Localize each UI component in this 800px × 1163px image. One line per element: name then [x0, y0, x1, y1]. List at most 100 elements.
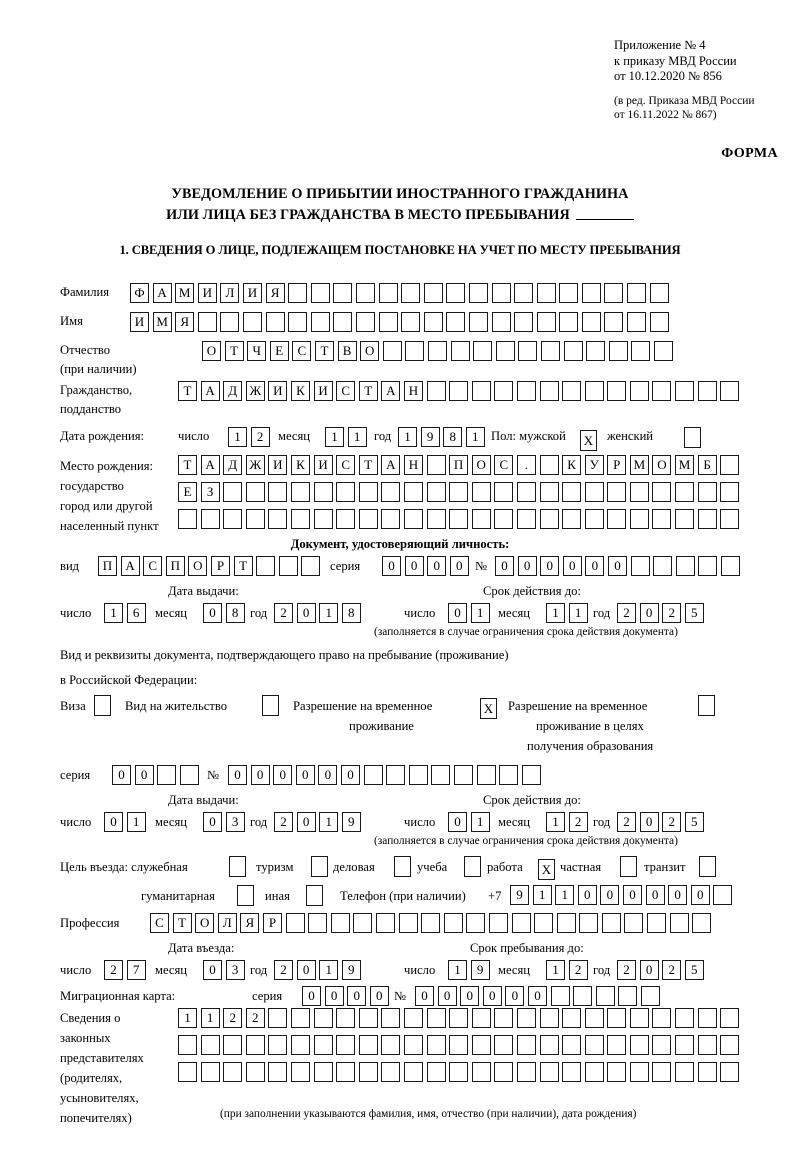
- doc-number-char-cell[interactable]: 0: [517, 556, 537, 576]
- citizenship-char-cell[interactable]: [494, 381, 514, 401]
- legal-rep-char-cell[interactable]: [290, 1008, 310, 1028]
- doc-issue-day-char-cell[interactable]: 6: [126, 603, 146, 623]
- legal-rep-char-cell[interactable]: [403, 1062, 423, 1082]
- firstname-char-cell[interactable]: [378, 312, 398, 332]
- entry-day-char-cell[interactable]: 2: [104, 960, 123, 980]
- purpose-work-checkbox[interactable]: Х: [538, 859, 555, 880]
- firstname-char-cell[interactable]: [197, 312, 217, 332]
- patronymic-char-cell[interactable]: [608, 341, 628, 361]
- citizenship-char-cell[interactable]: [562, 381, 582, 401]
- profession-char-cell[interactable]: [511, 913, 531, 933]
- doc-series-char-cell[interactable]: 0: [382, 556, 401, 576]
- citizenship-char-cell[interactable]: [584, 381, 604, 401]
- firstname-char-cell[interactable]: [242, 312, 262, 332]
- migration-card-number-char-cell[interactable]: 0: [527, 986, 547, 1006]
- birthplace-char-cell[interactable]: [720, 482, 740, 502]
- entry-month-char-cell[interactable]: 3: [225, 960, 245, 980]
- firstname-char-cell[interactable]: [310, 312, 330, 332]
- profession-char-cell[interactable]: Я: [240, 913, 260, 933]
- stay-series-char-cell[interactable]: [179, 765, 199, 785]
- birthplace-char-cell[interactable]: Е: [178, 482, 197, 502]
- doc-series-char-cell[interactable]: 0: [449, 556, 469, 576]
- birthplace-char-cell[interactable]: С: [336, 455, 356, 475]
- stay-year-char-cell[interactable]: 0: [639, 960, 659, 980]
- profession-char-cell[interactable]: [353, 913, 373, 933]
- legal-rep-char-cell[interactable]: [562, 1062, 582, 1082]
- legal-rep-char-cell[interactable]: [652, 1035, 672, 1055]
- firstname-char-cell[interactable]: [265, 312, 285, 332]
- legal-rep-char-cell[interactable]: [675, 1035, 695, 1055]
- doc-number-char-cell[interactable]: [698, 556, 718, 576]
- purpose-official-checkbox[interactable]: [229, 856, 246, 877]
- firstname-char-cell[interactable]: [401, 312, 421, 332]
- birthplace-char-cell[interactable]: [516, 482, 536, 502]
- patronymic-char-cell[interactable]: Т: [224, 341, 244, 361]
- doc-kind-char-cell[interactable]: [256, 556, 276, 576]
- stay-valid-day-char-cell[interactable]: 0: [448, 812, 467, 832]
- stay-issue-year-char-cell[interactable]: 1: [319, 812, 339, 832]
- legal-rep-char-cell[interactable]: [584, 1035, 604, 1055]
- surname-char-cell[interactable]: [446, 283, 466, 303]
- stay-number-char-cell[interactable]: 0: [228, 765, 247, 785]
- birthplace-char-cell[interactable]: И: [313, 455, 333, 475]
- legal-rep-char-cell[interactable]: [223, 1035, 243, 1055]
- legal-rep-char-cell[interactable]: [629, 1008, 649, 1028]
- patronymic-char-cell[interactable]: О: [202, 341, 221, 361]
- migration-card-number-char-cell[interactable]: 0: [482, 986, 502, 1006]
- doc-kind-char-cell[interactable]: [301, 556, 321, 576]
- stay-number-char-cell[interactable]: 0: [273, 765, 293, 785]
- stay-issue-month-char-cell[interactable]: 3: [225, 812, 245, 832]
- purpose-tourism-checkbox[interactable]: [311, 856, 328, 877]
- legal-rep-char-cell[interactable]: [562, 1008, 582, 1028]
- profession-char-cell[interactable]: [443, 913, 463, 933]
- legal-rep-char-cell[interactable]: [494, 1008, 514, 1028]
- doc-issue-year-char-cell[interactable]: 0: [296, 603, 316, 623]
- legal-rep-char-cell[interactable]: [223, 1062, 243, 1082]
- doc-series-char-cell[interactable]: 0: [427, 556, 447, 576]
- legal-rep-char-cell[interactable]: [675, 1008, 695, 1028]
- birthplace-char-cell[interactable]: М: [629, 455, 649, 475]
- legal-rep-char-cell[interactable]: [539, 1035, 559, 1055]
- patronymic-char-cell[interactable]: [427, 341, 447, 361]
- patronymic-char-cell[interactable]: [495, 341, 515, 361]
- entry-year-char-cell[interactable]: 9: [341, 960, 361, 980]
- birthplace-char-cell[interactable]: [652, 482, 672, 502]
- firstname-char-cell[interactable]: [649, 312, 669, 332]
- birthplace-char-cell[interactable]: [607, 509, 627, 529]
- doc-issue-year-char-cell[interactable]: 1: [319, 603, 339, 623]
- stay-number-char-cell[interactable]: [453, 765, 473, 785]
- legal-rep-row-2-cells[interactable]: [178, 1035, 740, 1055]
- birthplace-char-cell[interactable]: [290, 482, 310, 502]
- profession-char-cell[interactable]: [421, 913, 441, 933]
- profession-char-cell[interactable]: [488, 913, 508, 933]
- migration-card-number-char-cell[interactable]: [595, 986, 615, 1006]
- profession-char-cell[interactable]: [285, 913, 305, 933]
- legal-rep-char-cell[interactable]: [471, 1008, 491, 1028]
- stay-month-char-cell[interactable]: 1: [546, 960, 565, 980]
- legal-rep-char-cell[interactable]: [697, 1035, 717, 1055]
- legal-rep-char-cell[interactable]: [449, 1008, 469, 1028]
- legal-rep-char-cell[interactable]: [313, 1035, 333, 1055]
- legal-rep-char-cell[interactable]: [403, 1008, 423, 1028]
- birthplace-char-cell[interactable]: З: [200, 482, 220, 502]
- doc-valid-month-char-cell[interactable]: 1: [568, 603, 588, 623]
- profession-char-cell[interactable]: [601, 913, 621, 933]
- legal-rep-char-cell[interactable]: 1: [200, 1008, 220, 1028]
- citizenship-char-cell[interactable]: А: [381, 381, 401, 401]
- firstname-char-cell[interactable]: [536, 312, 556, 332]
- profession-char-cell[interactable]: [579, 913, 599, 933]
- birthplace-char-cell[interactable]: [471, 509, 491, 529]
- firstname-char-cell[interactable]: [514, 312, 534, 332]
- purpose-other-checkbox[interactable]: [306, 885, 323, 906]
- citizenship-char-cell[interactable]: Т: [358, 381, 378, 401]
- entry-year-char-cell[interactable]: 1: [319, 960, 339, 980]
- birthplace-char-cell[interactable]: С: [494, 455, 514, 475]
- surname-char-cell[interactable]: [401, 283, 421, 303]
